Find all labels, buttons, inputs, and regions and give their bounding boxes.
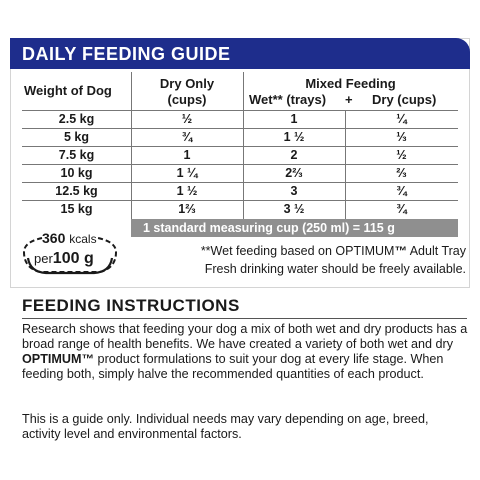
cell-dry-only: 1 ¼ [176,166,198,180]
cell-weight: 12.5 kg [55,184,98,198]
measuring-cup-note: 1 standard measuring cup (250 ml) = 115 … [131,219,458,237]
cell-dry-only: 1⅔ [178,202,196,216]
cell-dry: ¾ [396,202,407,216]
cell-dry-only: 1 ½ [176,184,198,198]
energy-badge: 360 kcals per100 g [20,228,120,276]
header-plus: + [345,92,353,107]
energy-kcal: 360 kcals [42,230,97,246]
instructions-divider [22,318,467,319]
cell-dry: ½ [396,148,407,162]
cell-dry: ⅔ [396,166,407,180]
table-divider [243,72,244,219]
disclaimer-paragraph: This is a guide only. Individual needs m… [22,412,429,441]
cell-wet: 3 [290,184,298,198]
cell-weight: 5 kg [63,130,89,144]
cell-wet: 1 ½ [283,130,305,144]
bowl-icon [22,237,118,275]
cell-weight: 15 kg [60,202,93,216]
cell-wet: 3 ½ [283,202,305,216]
header-wet: Wet** (trays) [249,92,327,107]
cell-dry-only: 1 [183,148,191,162]
feeding-guide-title: DAILY FEEDING GUIDE [22,44,231,64]
cell-dry: ⅓ [396,130,407,144]
table-divider [22,182,458,183]
cell-wet: 2 [290,148,298,162]
header-mixed-feeding: Mixed Feeding [305,76,396,91]
water-note: Fresh drinking water should be freely av… [204,262,466,276]
table-divider [131,72,132,219]
table-divider [22,146,458,147]
header-dry-only: Dry Only [159,76,215,91]
cell-dry-only: ¾ [181,130,193,144]
feeding-guide-header: DAILY FEEDING GUIDE [10,38,470,69]
header-dry: Dry (cups) [372,92,437,107]
cell-dry: ¾ [396,184,407,198]
table-divider [22,128,458,129]
header-weight: Weight of Dog [24,83,112,98]
cell-weight: 10 kg [60,166,93,180]
header-dry-only-unit: (cups) [167,92,207,107]
wet-feeding-note: **Wet feeding based on OPTIMUM™ Adult Tr… [200,244,466,258]
cell-wet: 1 [290,112,298,126]
cell-wet: 2⅔ [285,166,303,180]
cell-dry-only: ½ [181,112,193,126]
table-divider [22,200,458,201]
cell-weight: 7.5 kg [58,148,95,162]
cell-weight: 2.5 kg [58,112,95,126]
cell-dry: ¼ [396,112,407,126]
table-divider [22,110,458,111]
instructions-title: FEEDING INSTRUCTIONS [22,296,240,315]
instructions-paragraph: Research shows that feeding your dog a m… [22,322,468,381]
table-divider [22,164,458,165]
energy-per: per100 g [34,250,94,267]
